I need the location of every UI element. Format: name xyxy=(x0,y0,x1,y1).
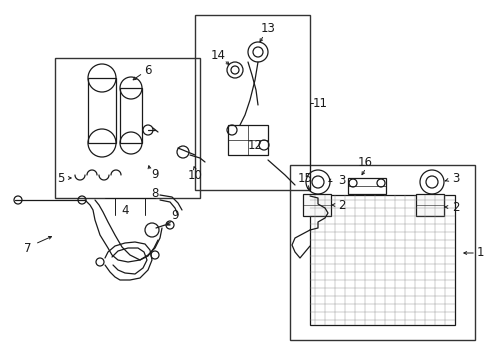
Bar xyxy=(227,125,267,155)
Bar xyxy=(120,88,142,143)
Bar xyxy=(88,78,116,143)
Bar xyxy=(347,178,385,194)
Bar xyxy=(289,165,474,340)
Bar xyxy=(415,194,443,216)
Text: 6: 6 xyxy=(144,63,151,77)
Text: 5: 5 xyxy=(58,171,65,185)
Bar xyxy=(303,194,330,216)
Text: 16: 16 xyxy=(357,156,372,168)
Text: 8: 8 xyxy=(151,186,159,199)
Text: 13: 13 xyxy=(260,22,275,35)
Bar xyxy=(55,58,200,198)
Text: 15: 15 xyxy=(297,171,312,185)
Text: 2: 2 xyxy=(451,201,459,213)
Text: 11: 11 xyxy=(312,96,327,109)
Text: 3: 3 xyxy=(337,174,345,186)
Text: 10: 10 xyxy=(187,168,202,181)
Text: 1: 1 xyxy=(475,247,483,260)
Text: 9: 9 xyxy=(151,167,159,180)
Bar xyxy=(309,195,454,325)
Text: 12: 12 xyxy=(247,139,262,152)
Text: 4: 4 xyxy=(121,203,128,216)
Text: 3: 3 xyxy=(451,171,458,185)
Text: 9: 9 xyxy=(171,208,179,221)
Bar xyxy=(195,15,309,190)
Text: 2: 2 xyxy=(337,198,345,212)
Text: 14: 14 xyxy=(210,49,225,62)
Text: 7: 7 xyxy=(24,242,32,255)
